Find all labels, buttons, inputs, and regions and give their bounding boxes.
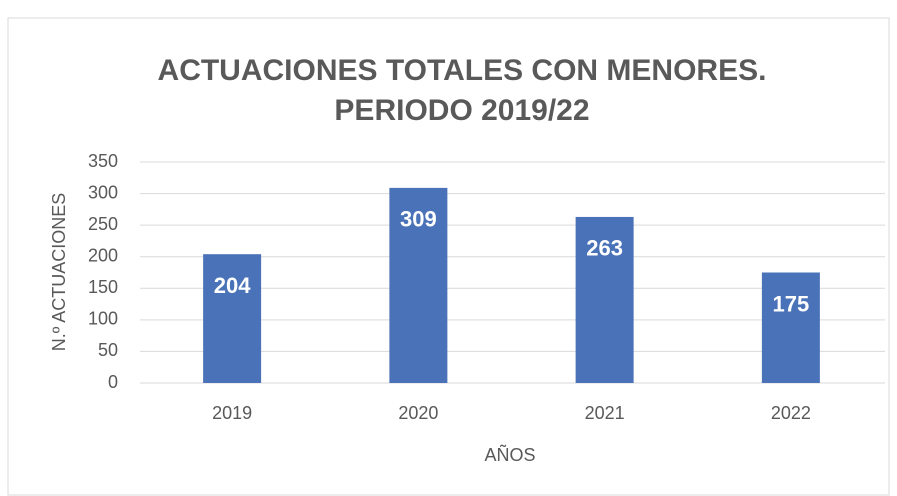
bar (203, 254, 262, 383)
x-tick-label: 2019 (212, 403, 252, 423)
y-tick-label: 300 (88, 182, 118, 202)
data-label: 175 (773, 291, 810, 316)
chart-title: ACTUACIONES TOTALES CON MENORES. (158, 54, 767, 87)
x-axis-label: AÑOS (484, 444, 535, 465)
bar (389, 187, 448, 383)
y-tick-label: 150 (88, 277, 118, 297)
y-axis-label: N.º ACTUACIONES (49, 193, 69, 352)
y-tick-label: 250 (88, 214, 118, 234)
x-tick-label: 2022 (771, 403, 811, 423)
data-label: 204 (214, 273, 251, 298)
data-label: 309 (400, 207, 437, 232)
x-tick-label: 2021 (585, 403, 625, 423)
bar (575, 216, 634, 383)
y-tick-label: 50 (98, 340, 118, 360)
data-label: 263 (586, 236, 623, 261)
bar (761, 272, 820, 383)
x-tick-label: 2020 (398, 403, 438, 423)
y-tick-label: 0 (108, 372, 118, 392)
chart-title: PERIODO 2019/22 (334, 94, 589, 127)
y-tick-label: 200 (88, 245, 118, 265)
y-tick-label: 350 (88, 151, 118, 171)
y-tick-label: 100 (88, 309, 118, 329)
